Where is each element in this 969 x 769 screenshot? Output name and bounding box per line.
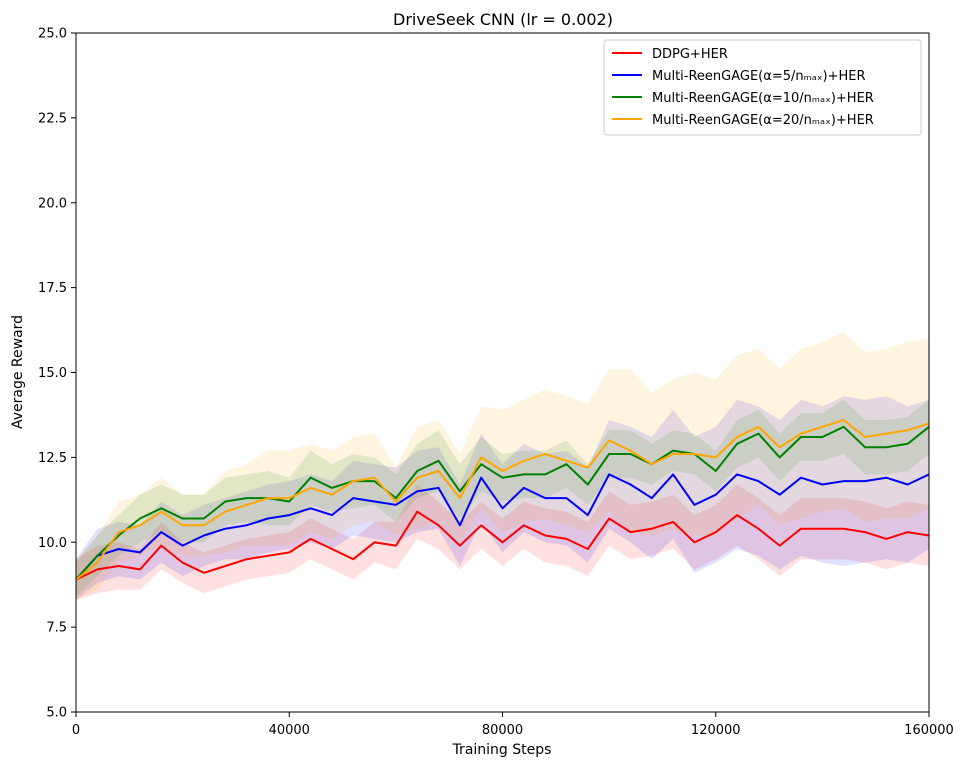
series-3-band bbox=[76, 399, 929, 597]
x-axis-label: Training Steps bbox=[452, 742, 552, 758]
y-axis-ticks: 5.0 7.5 10.0 12.5 15.0 17.5 20.0 22.5 25.0 bbox=[38, 27, 76, 721]
x-tick-label: 80000 bbox=[482, 723, 523, 738]
y-tick-label: 5.0 bbox=[46, 706, 67, 721]
y-tick-label: 10.0 bbox=[38, 536, 67, 551]
series-4-line bbox=[75, 419, 930, 581]
y-tick-label: 7.5 bbox=[46, 621, 67, 636]
legend-label-1: DDPG+HER bbox=[652, 47, 728, 62]
y-axis-label: Average Reward bbox=[10, 315, 26, 429]
series-2-line bbox=[75, 473, 930, 581]
y-tick-label: 15.0 bbox=[38, 366, 67, 381]
legend-label-3: Multi-ReenGAGE(α=10/nₘₐₓ)+HER bbox=[652, 91, 874, 106]
x-tick-label: 120000 bbox=[691, 723, 741, 738]
y-tick-label: 20.0 bbox=[38, 196, 67, 211]
legend-label-2: Multi-ReenGAGE(α=5/nₘₐₓ)+HER bbox=[652, 69, 866, 84]
y-tick-label: 22.5 bbox=[38, 111, 67, 126]
x-tick-label: 160000 bbox=[904, 723, 954, 738]
chart-title: DriveSeek CNN (lr = 0.002) bbox=[393, 10, 613, 29]
x-tick-label: 40000 bbox=[269, 723, 310, 738]
legend-label-4: Multi-ReenGAGE(α=20/nₘₐₓ)+HER bbox=[652, 113, 874, 128]
legend-box bbox=[603, 39, 922, 136]
y-tick-label: 25.0 bbox=[38, 27, 67, 42]
series-3-line bbox=[75, 425, 930, 581]
y-tick-label: 17.5 bbox=[38, 281, 67, 296]
x-axis-ticks: 0 40000 80000 120000 160000 bbox=[72, 712, 954, 738]
y-tick-label: 12.5 bbox=[38, 451, 67, 466]
series-2-band bbox=[76, 396, 929, 600]
series-lines bbox=[75, 419, 930, 581]
x-tick-label: 0 bbox=[72, 723, 80, 738]
series-1-line bbox=[75, 510, 930, 581]
legend: DDPG+HER Multi-ReenGAGE(α=5/nₘₐₓ)+HER Mult… bbox=[603, 39, 922, 136]
